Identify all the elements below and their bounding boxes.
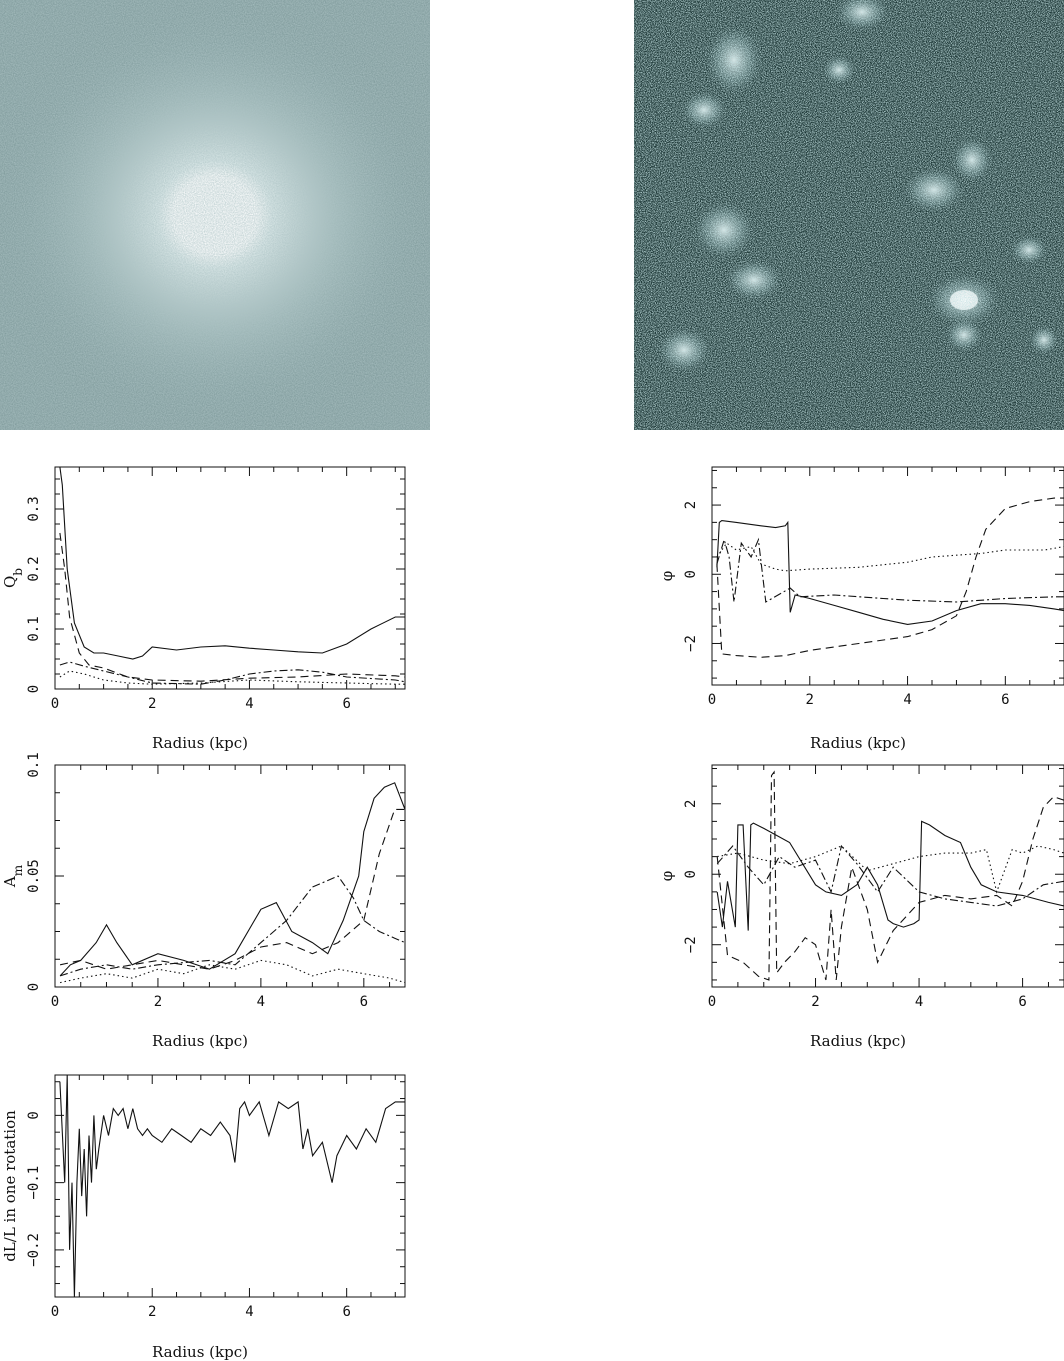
x-axis-label: Radius (kpc): [810, 1032, 906, 1050]
x-tick-label: 4: [915, 994, 923, 1010]
y-tick-label: 0.3: [26, 496, 42, 521]
y-tick-label: 0: [683, 570, 699, 578]
series-line-dashed: [59, 808, 405, 970]
x-tick-label: 2: [806, 692, 814, 708]
y-tick-label: −0.1: [26, 1166, 42, 1200]
x-tick-label: 4: [903, 692, 911, 708]
chart-phi-bottom: 0 2 4 6 −2 0 2 φ Radius (kpc): [658, 764, 1064, 1050]
x-tick-label: 4: [257, 994, 265, 1010]
x-tick-label: 0: [51, 1304, 59, 1320]
y-axis-label-subscript: b: [11, 568, 25, 576]
y-tick-label: 0: [26, 983, 42, 991]
plot-frame: [711, 764, 1064, 988]
series-line-solid: [59, 1075, 405, 1297]
x-tick-label: 0: [51, 994, 59, 1010]
x-tick-label: 2: [811, 994, 819, 1010]
plot-frame: [54, 466, 406, 690]
series-line-dashdot: [716, 844, 1064, 907]
y-axis-label: φ: [658, 571, 676, 582]
y-axis-label: dL/L in one rotation: [1, 1110, 19, 1262]
chart-phi-top: 0 2 4 6 −2 0 2 φ Radius (kpc): [658, 466, 1064, 752]
chart-qb: 0 2 4 6 0 0.1 0.2 0.3 Qb Radius (kpc): [1, 466, 406, 752]
x-tick-label: 4: [245, 696, 253, 712]
y-axis-label-subscript: m: [11, 864, 25, 876]
x-tick-label: 0: [51, 696, 59, 712]
series-line-dashed: [716, 497, 1064, 658]
y-axis-label: Am: [1, 864, 25, 888]
x-tick-label: 6: [342, 1304, 350, 1320]
series-line-dotted: [716, 542, 1064, 572]
x-tick-label: 0: [708, 692, 716, 708]
plot-frame: [711, 466, 1064, 686]
series-line-dotted: [59, 670, 405, 685]
x-axis-label: Radius (kpc): [152, 1343, 248, 1361]
x-axis-label: Radius (kpc): [152, 734, 248, 752]
plot-frame: [54, 1074, 406, 1298]
x-axis-label: Radius (kpc): [152, 1032, 248, 1050]
y-tick-label: 2: [683, 501, 699, 509]
series-line-dashdot: [716, 537, 1064, 603]
y-axis-label: Qb: [1, 568, 25, 588]
y-tick-label: 0: [26, 1111, 42, 1119]
x-tick-label: 0: [708, 994, 716, 1010]
series-line-solid: [59, 782, 405, 977]
series-line-solid: [716, 520, 1064, 625]
x-tick-label: 2: [148, 1304, 156, 1320]
x-tick-label: 2: [154, 994, 162, 1010]
y-tick-label: −0.2: [26, 1233, 42, 1267]
chart-dl: 0 2 4 6 −0.2 −0.1 0 dL/L in one rotation Radius …: [1, 1074, 406, 1361]
series-line-dashed: [716, 770, 1064, 981]
x-tick-label: 6: [1018, 994, 1026, 1010]
y-tick-label: 0.1: [26, 752, 42, 777]
x-axis-label: Radius (kpc): [810, 734, 906, 752]
y-axis-label: φ: [658, 871, 676, 882]
y-tick-label: 0.2: [26, 556, 42, 581]
x-tick-label: 6: [342, 696, 350, 712]
x-tick-label: 2: [148, 696, 156, 712]
galaxy-image-left: [0, 0, 430, 430]
y-tick-label: 0.05: [26, 859, 42, 893]
series-line-dashdot: [59, 661, 405, 685]
y-tick-label: 0.1: [26, 616, 42, 641]
y-tick-label: −2: [683, 635, 699, 652]
y-tick-label: 0: [26, 685, 42, 693]
series-line-dashed: [59, 532, 405, 682]
y-tick-label: 0: [683, 870, 699, 878]
series-line-dashdot: [59, 875, 405, 977]
chart-an: 0 2 4 6 0 0.05 0.1 Am Radius (kpc): [1, 752, 406, 1050]
y-tick-label: −2: [683, 936, 699, 953]
x-tick-label: 4: [245, 1304, 253, 1320]
plot-frame: [54, 764, 406, 988]
x-tick-label: 6: [1001, 692, 1009, 708]
y-tick-label: 2: [683, 800, 699, 808]
series-line-dotted: [717, 845, 1064, 894]
x-tick-label: 6: [360, 994, 368, 1010]
galaxy-image-right: [634, 0, 1064, 430]
series-line-solid: [716, 820, 1064, 931]
series-line-dotted: [59, 959, 405, 984]
series-line-solid: [59, 467, 405, 660]
